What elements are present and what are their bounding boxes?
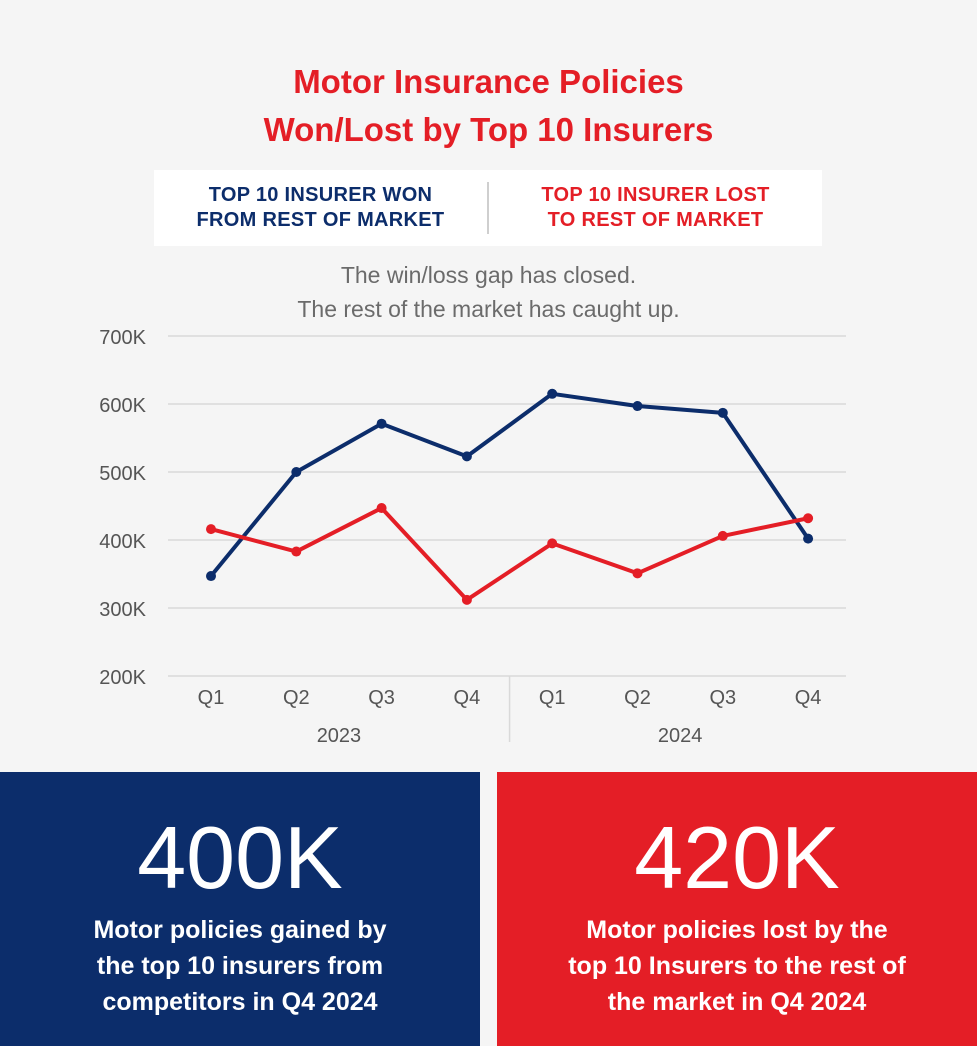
chart-subtitle: The win/loss gap has closed. The rest of…: [0, 258, 977, 326]
data-point-won: [461, 451, 472, 462]
lost-stat-value: 420K: [634, 808, 840, 907]
data-point-won: [547, 388, 558, 399]
legend-won-line2: FROM REST OF MARKET: [196, 209, 445, 231]
subtitle-line2: The rest of the market has caught up.: [297, 296, 680, 322]
chart-title-line2: Won/Lost by Top 10 Insurers: [263, 111, 714, 148]
data-point-lost: [803, 513, 814, 524]
lost-stat-panel: 420K Motor policies lost by the top 10 I…: [497, 772, 977, 1046]
x-tick-label: Q3: [368, 687, 395, 709]
won-stat-description: Motor policies gained by the top 10 insu…: [93, 916, 387, 1016]
legend-lost-line1: TOP 10 INSURER LOST: [541, 184, 770, 206]
legend: TOP 10 INSURER WON FROM REST OF MARKET T…: [154, 170, 822, 246]
y-tick-label: 500K: [99, 463, 146, 485]
data-point-won: [206, 571, 216, 582]
data-point-lost: [376, 503, 387, 514]
data-point-won: [291, 467, 302, 477]
y-tick-label: 600K: [99, 395, 146, 417]
y-tick-label: 700K: [99, 327, 146, 349]
data-point-won: [717, 407, 728, 418]
x-tick-label: Q4: [795, 687, 822, 709]
data-point-won: [632, 401, 643, 412]
chart-title-line1: Motor Insurance Policies: [293, 63, 684, 100]
data-point-lost: [717, 530, 728, 541]
x-tick-label: Q1: [198, 687, 225, 709]
x-tick-label: Q4: [454, 687, 481, 709]
data-point-lost: [632, 568, 643, 579]
line-chart: 200K 300K 400K 500K 600K 700K Q1 Q2 Q3 Q4 Q1 Q2 Q3 Q4…: [99, 327, 846, 747]
series-line-lost: [210, 506, 809, 602]
lost-stat-description: Motor policies lost by the top 10 Insure…: [568, 916, 906, 1016]
legend-won-line1: TOP 10 INSURER WON: [208, 184, 433, 206]
chart-title: Motor Insurance Policies Won/Lost by Top…: [0, 58, 977, 154]
series-line-won: [209, 391, 810, 578]
legend-item-won: TOP 10 INSURER WON FROM REST OF MARKET: [154, 183, 487, 233]
legend-divider: [487, 182, 489, 234]
data-point-lost: [291, 546, 302, 557]
data-point-lost: [461, 594, 472, 605]
x-tick-label: Q2: [624, 687, 651, 709]
subtitle-line1: The win/loss gap has closed.: [340, 262, 637, 288]
year-label: 2024: [658, 725, 703, 747]
won-stat-panel: 400K Motor policies gained by the top 10…: [0, 772, 480, 1046]
y-tick-label: 200K: [99, 667, 146, 689]
data-point-lost: [206, 524, 216, 535]
y-tick-label: 300K: [99, 599, 146, 621]
legend-item-lost: TOP 10 INSURER LOST TO REST OF MARKET: [489, 183, 822, 233]
x-tick-label: Q1: [539, 687, 566, 709]
year-label: 2023: [317, 725, 362, 747]
legend-lost-line2: TO REST OF MARKET: [547, 209, 764, 231]
x-tick-label: Q2: [283, 687, 310, 709]
data-point-lost: [547, 538, 558, 549]
data-point-won: [376, 418, 387, 429]
won-stat-value: 400K: [137, 808, 343, 907]
data-point-won: [803, 533, 814, 544]
y-tick-label: 400K: [99, 531, 146, 553]
x-tick-label: Q3: [709, 687, 736, 709]
